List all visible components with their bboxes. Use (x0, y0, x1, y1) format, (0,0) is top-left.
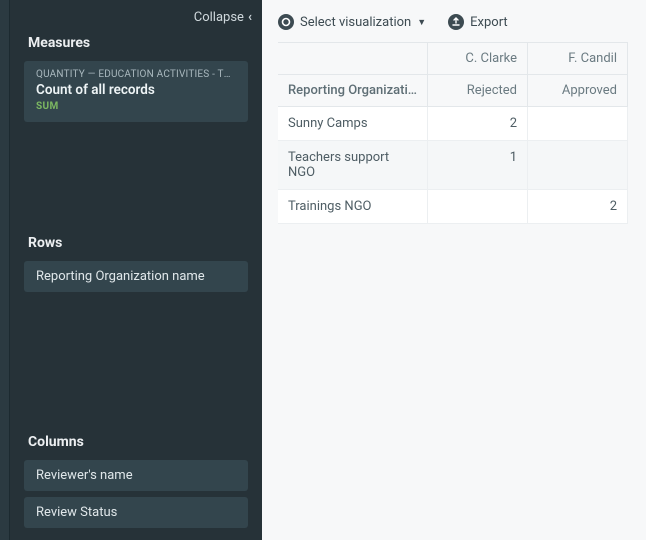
row-label[interactable]: Teachers support NGO (278, 141, 428, 190)
cell-value (528, 107, 628, 141)
columns-pill-label: Reviewer's name (36, 468, 133, 483)
toolbar: Select visualization ▼ Export (262, 0, 646, 42)
measures-section-title: Measures (10, 31, 262, 61)
rows-pill[interactable]: Reporting Organization name (24, 261, 248, 292)
rows-list: Reporting Organization name (10, 261, 262, 292)
visualization-icon (278, 14, 294, 30)
cell-value (428, 190, 528, 224)
columns-pill-label: Review Status (36, 505, 117, 520)
measure-aggregation: SUM (36, 101, 236, 112)
select-visualization-button[interactable]: Select visualization ▼ (278, 14, 426, 30)
col-group-header[interactable]: C. Clarke (428, 42, 528, 75)
left-gutter (0, 0, 10, 540)
measure-title: Count of all records (36, 82, 236, 98)
corner-cell (278, 42, 428, 75)
export-label: Export (470, 15, 508, 30)
col-group-header[interactable]: F. Candil (528, 42, 628, 75)
col-sub-header[interactable]: Approved (528, 75, 628, 107)
cell-value: 1 (428, 141, 528, 190)
select-visualization-label: Select visualization (300, 15, 411, 30)
columns-pill[interactable]: Review Status (24, 497, 248, 528)
main-panel: Select visualization ▼ Export C. Clarke … (262, 0, 646, 540)
columns-pill[interactable]: Reviewer's name (24, 460, 248, 491)
chevron-left-icon: ‹ (248, 10, 252, 25)
measure-pill[interactable]: QUANTITY — EDUCATION ACTIVITIES - TEACHE… (24, 61, 248, 122)
export-button[interactable]: Export (448, 14, 508, 30)
columns-section-title: Columns (10, 430, 262, 460)
cell-value: 2 (428, 107, 528, 141)
cell-value: 2 (528, 190, 628, 224)
rows-pill-label: Reporting Organization name (36, 269, 205, 284)
measures-list: QUANTITY — EDUCATION ACTIVITIES - TEACHE… (10, 61, 262, 122)
export-icon (448, 14, 464, 30)
rows-section-title: Rows (10, 231, 262, 261)
collapse-label: Collapse (194, 10, 244, 25)
row-label[interactable]: Trainings NGO (278, 190, 428, 224)
columns-list: Reviewer's name Review Status (10, 460, 262, 528)
measure-subtext: QUANTITY — EDUCATION ACTIVITIES - TEACHE… (36, 69, 236, 80)
caret-down-icon: ▼ (417, 17, 426, 28)
row-header-label[interactable]: Reporting Organization ... (278, 75, 428, 107)
cell-value (528, 141, 628, 190)
pivot-table: C. Clarke F. Candil Reporting Organizati… (278, 42, 646, 224)
collapse-button[interactable]: Collapse ‹ (10, 0, 262, 31)
row-label[interactable]: Sunny Camps (278, 107, 428, 141)
col-sub-header[interactable]: Rejected (428, 75, 528, 107)
config-sidebar: Collapse ‹ Measures QUANTITY — EDUCATION… (10, 0, 262, 540)
